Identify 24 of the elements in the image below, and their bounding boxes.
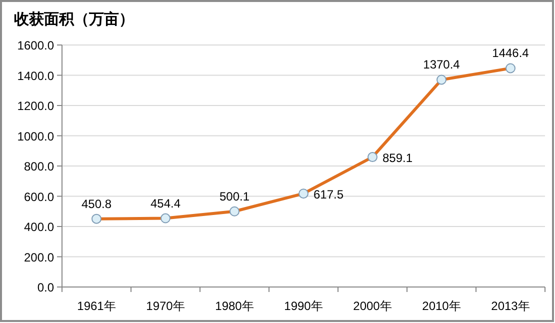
x-tick-label: 1990年 (284, 299, 323, 313)
data-label: 454.4 (150, 196, 181, 210)
y-tick-label: 400.0 (24, 220, 54, 234)
y-tick-label: 600.0 (24, 190, 54, 204)
data-label: 1446.4 (492, 46, 530, 60)
y-tick-label: 200.0 (24, 250, 54, 264)
data-label: 617.5 (314, 188, 344, 202)
x-tick-label: 1980年 (215, 299, 254, 313)
data-label: 450.8 (81, 196, 112, 211)
y-tick-label: 0.0 (37, 280, 54, 294)
chart-title: 收获面积（万亩） (14, 10, 134, 28)
y-tick-label: 1000.0 (17, 129, 54, 144)
x-tick-label: 2013年 (491, 299, 530, 313)
data-label: 859.1 (382, 151, 413, 166)
y-tick-label: 1200.0 (17, 99, 54, 113)
x-tick-label: 2000年 (353, 299, 392, 313)
x-tick-label: 1970年 (146, 299, 185, 313)
x-tick-label: 2010年 (422, 299, 461, 313)
y-tick-label: 1600.0 (17, 38, 54, 52)
data-label: 500.1 (219, 189, 250, 204)
y-tick-label: 800.0 (24, 160, 54, 174)
data-label: 1370.4 (423, 58, 460, 72)
y-tick-label: 1400.0 (17, 68, 54, 83)
x-tick-label: 1961年 (77, 299, 116, 313)
